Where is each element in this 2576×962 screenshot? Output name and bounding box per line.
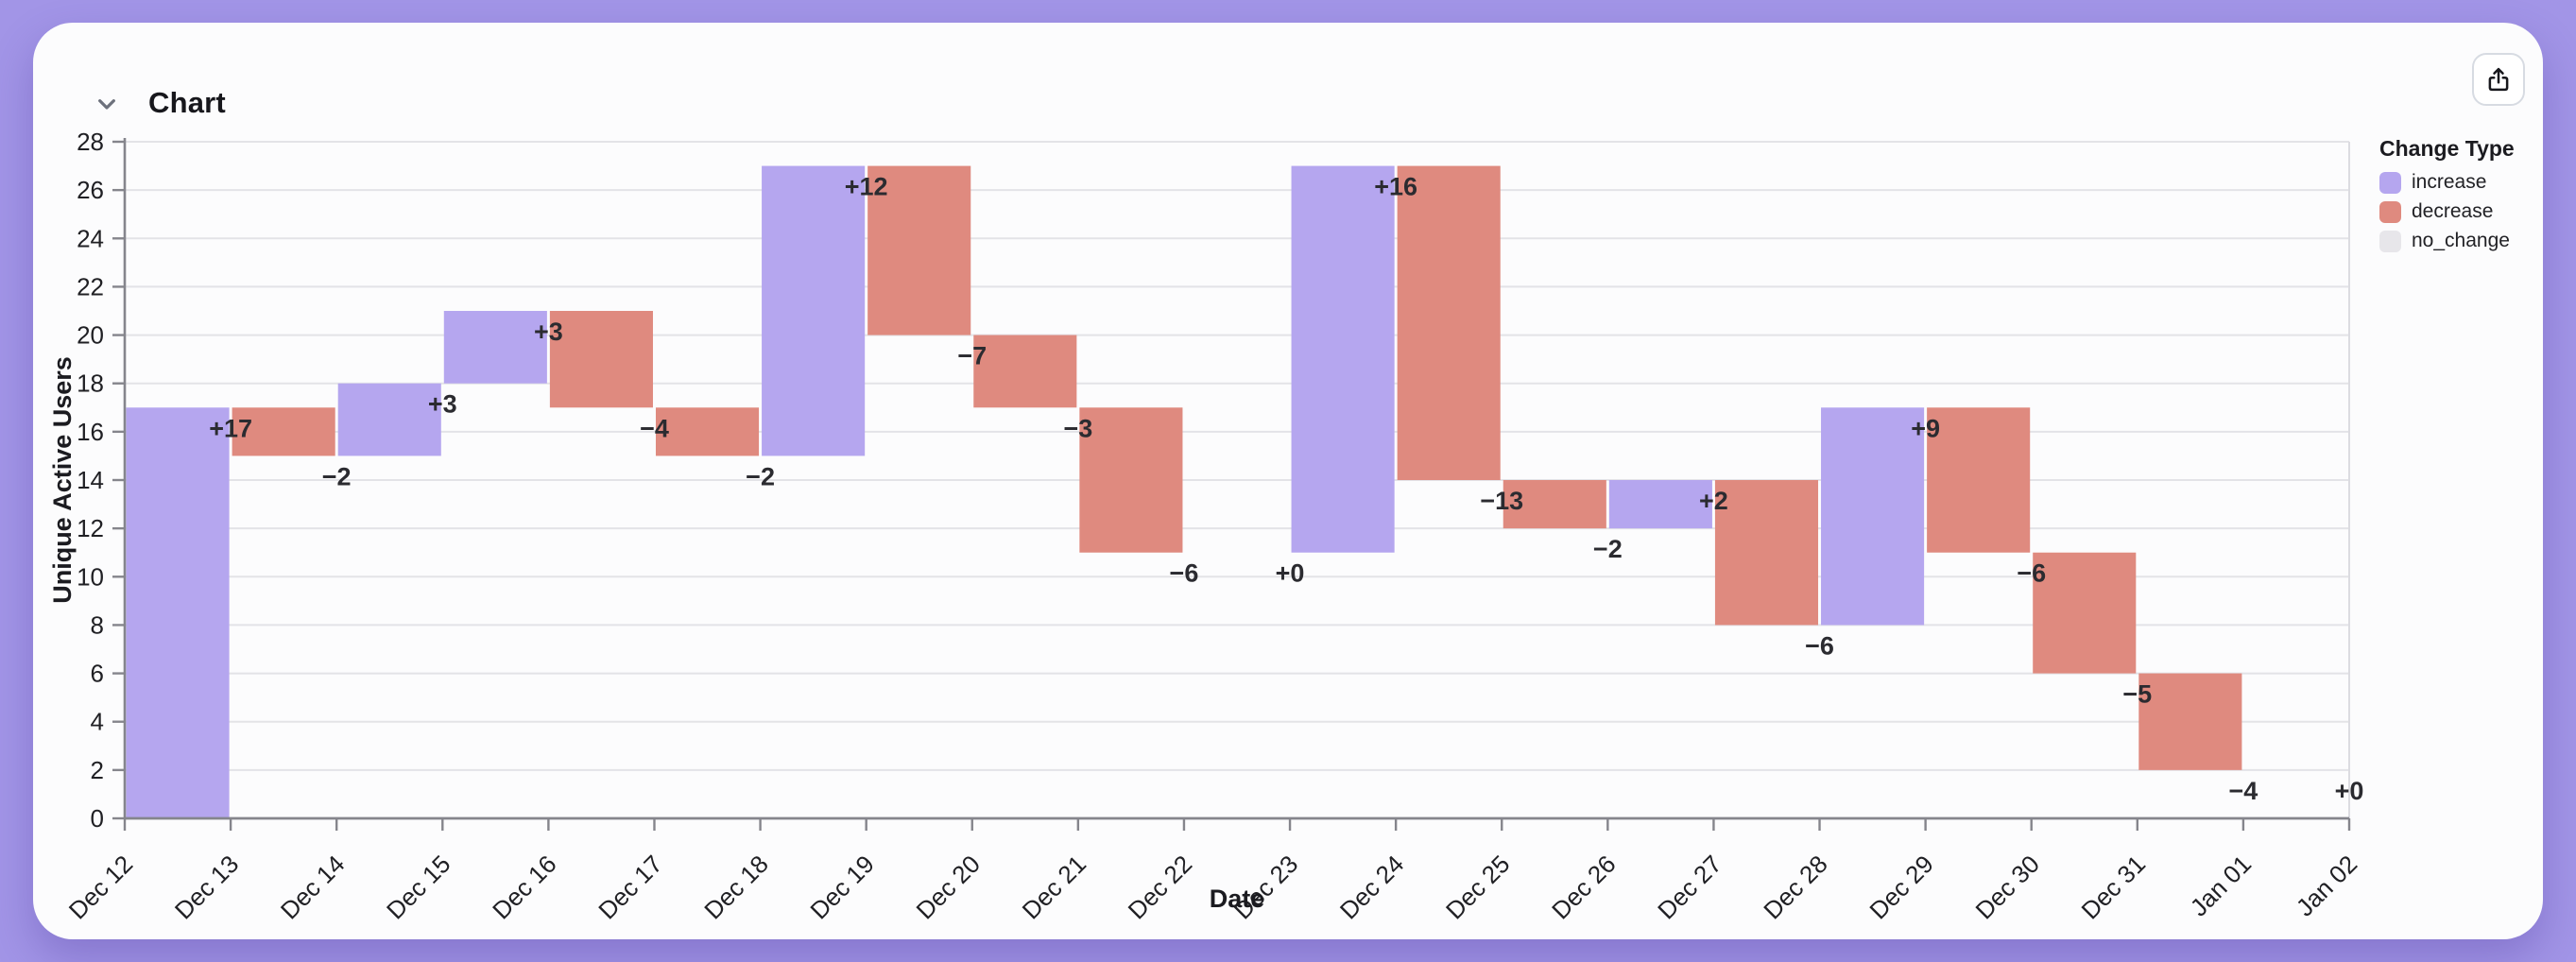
legend-label: decrease	[2412, 200, 2494, 222]
waterfall-bar-dec-23[interactable]	[1291, 165, 1395, 553]
chevron-down-icon	[92, 89, 122, 119]
waterfall-bar-dec-26[interactable]	[1608, 480, 1712, 529]
chart-card-header: Chart	[33, 23, 2543, 127]
waterfall-bar-dec-15[interactable]	[443, 311, 547, 384]
bar-value-label: −7	[957, 342, 987, 370]
y-tick-label: 26	[77, 176, 104, 204]
x-tick-label: Dec 17	[592, 850, 667, 924]
waterfall-bar-dec-24[interactable]	[1397, 165, 1501, 481]
x-tick-label: Dec 16	[487, 850, 561, 924]
x-tick-label: Dec 20	[911, 850, 986, 924]
bar-value-label: −2	[746, 462, 775, 490]
y-tick-label: 14	[77, 466, 104, 494]
waterfall-bar-dec-25[interactable]	[1503, 480, 1606, 529]
legend-items: increase decrease no_change	[2379, 171, 2546, 252]
bar-value-label: +3	[428, 390, 457, 419]
legend-item-no_change[interactable]: no_change	[2379, 230, 2546, 252]
bar-value-label: +0	[1276, 559, 1305, 588]
bar-value-label: −5	[2122, 680, 2152, 709]
x-tick-label: Dec 25	[1440, 850, 1515, 924]
waterfall-bar-dec-19[interactable]	[867, 165, 971, 335]
y-axis-title: Unique Active Users	[48, 356, 77, 604]
bar-value-label: +0	[2335, 777, 2364, 805]
bar-value-label: +3	[534, 318, 563, 346]
legend-swatch-no_change	[2379, 230, 2401, 252]
bar-value-label: −4	[640, 414, 669, 442]
x-tick-label: Dec 22	[1123, 850, 1197, 924]
x-tick-label: Dec 24	[1334, 850, 1409, 924]
waterfall-bar-dec-12[interactable]	[126, 407, 230, 818]
x-tick-label: Dec 31	[2076, 850, 2151, 924]
collapse-button[interactable]	[88, 85, 126, 123]
legend-swatch-increase	[2379, 171, 2401, 194]
waterfall-bar-dec-29[interactable]	[1927, 407, 2031, 553]
bar-value-label: +16	[1374, 173, 1417, 201]
x-tick-label: Dec 19	[804, 850, 879, 924]
waterfall-bar-dec-13[interactable]	[232, 407, 335, 456]
bar-value-label: −2	[322, 462, 352, 490]
bar-value-label: −6	[1805, 631, 1834, 660]
y-tick-label: 2	[91, 756, 104, 784]
waterfall-bar-dec-27[interactable]	[1714, 480, 1819, 626]
y-tick-label: 20	[77, 321, 104, 350]
x-tick-label: Dec 14	[275, 850, 350, 924]
x-axis-title: Date	[1210, 885, 1265, 913]
share-icon	[2484, 65, 2513, 94]
x-tick-label: Dec 15	[381, 850, 455, 924]
y-tick-label: 22	[77, 272, 104, 301]
bar-value-label: +2	[1699, 487, 1728, 515]
bar-value-label: −3	[1063, 414, 1092, 442]
y-tick-label: 28	[77, 128, 104, 156]
x-tick-label: Dec 21	[1017, 850, 1091, 924]
x-tick-label: Dec 28	[1758, 850, 1832, 924]
y-tick-label: 24	[77, 224, 104, 252]
x-tick-label: Dec 26	[1546, 850, 1621, 924]
waterfall-bar-dec-16[interactable]	[549, 311, 653, 408]
bar-value-label: −4	[2229, 777, 2258, 805]
waterfall-bar-dec-20[interactable]	[973, 335, 1077, 408]
y-tick-label: 10	[77, 562, 104, 591]
legend-label: no_change	[2412, 230, 2510, 251]
waterfall-bar-dec-14[interactable]	[337, 383, 441, 456]
bar-value-label: −6	[2017, 559, 2046, 588]
bar-value-label: −13	[1480, 487, 1523, 515]
bar-value-label: +9	[1911, 414, 1940, 442]
x-tick-label: Jan 02	[2291, 850, 2362, 921]
legend-swatch-decrease	[2379, 200, 2401, 223]
x-tick-label: Dec 13	[169, 850, 244, 924]
bar-value-label: +17	[209, 414, 252, 442]
y-tick-label: 8	[91, 610, 104, 639]
x-tick-label: Jan 01	[2185, 850, 2257, 921]
share-button[interactable]	[2472, 53, 2525, 106]
waterfall-bar-dec-28[interactable]	[1821, 407, 1925, 626]
waterfall-bar-dec-31[interactable]	[2138, 673, 2242, 770]
x-tick-label: Dec 30	[1969, 850, 2044, 924]
waterfall-bar-dec-21[interactable]	[1079, 407, 1183, 553]
bar-value-label: +12	[845, 173, 888, 201]
y-tick-label: 4	[91, 708, 104, 736]
waterfall-bar-dec-30[interactable]	[2033, 552, 2137, 674]
y-tick-label: 0	[91, 804, 104, 833]
legend-item-decrease[interactable]: decrease	[2379, 200, 2546, 223]
x-tick-label: Dec 12	[63, 850, 138, 924]
y-tick-label: 16	[77, 418, 104, 446]
y-tick-label: 18	[77, 369, 104, 398]
y-tick-label: 12	[77, 514, 104, 542]
chart-legend: Change Type increase decrease no_change	[2379, 136, 2546, 259]
bar-value-label: −6	[1170, 559, 1199, 588]
legend-label: increase	[2412, 171, 2487, 193]
chart-card: Chart 0 2 4 6 8 10 12 14 16 18 20 22 24 26 28 Dec 12 Dec…	[33, 23, 2543, 939]
x-tick-label: Dec 27	[1652, 850, 1726, 924]
waterfall-bar-dec-18[interactable]	[762, 165, 866, 456]
bar-value-label: −2	[1593, 535, 1623, 563]
legend-title: Change Type	[2379, 136, 2515, 161]
x-tick-label: Dec 29	[1863, 850, 1938, 924]
x-tick-label: Dec 18	[698, 850, 773, 924]
page-title: Chart	[148, 86, 226, 119]
y-tick-label: 6	[91, 660, 104, 688]
legend-item-increase[interactable]: increase	[2379, 171, 2546, 194]
waterfall-bar-dec-17[interactable]	[655, 407, 760, 456]
